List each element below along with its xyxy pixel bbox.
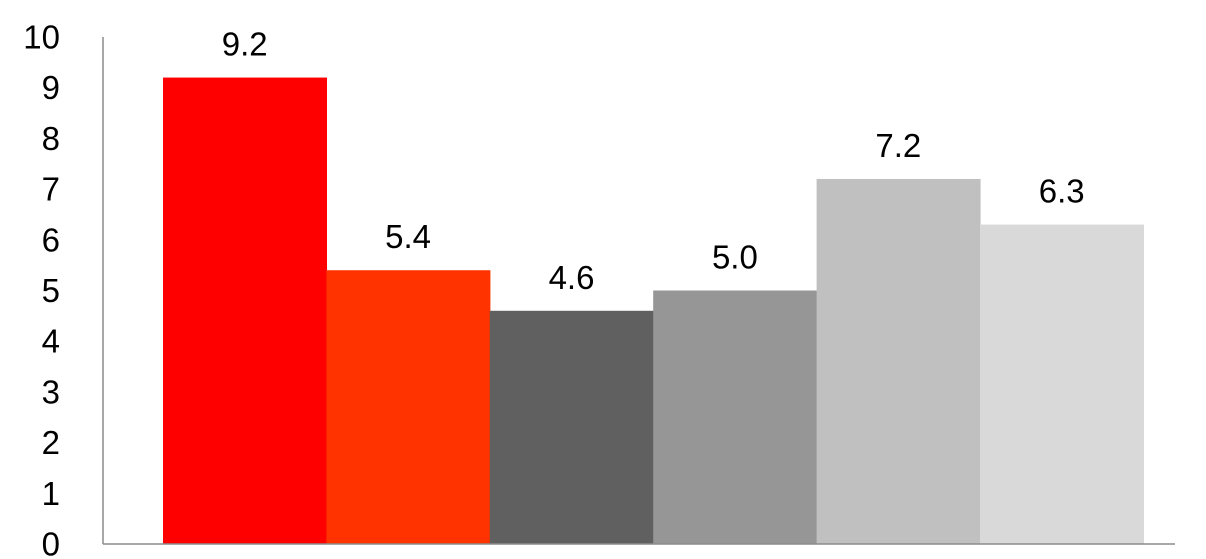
bar-series [163,77,1144,544]
bar [163,77,327,544]
y-tick-label: 2 [42,424,60,461]
y-tick-label: 10 [23,19,60,56]
bar [816,178,981,544]
bar-value-label: 4.6 [549,259,595,296]
y-tick-label: 9 [42,69,60,106]
y-tick-label: 8 [42,120,60,157]
y-axis-tick-labels: 0 1 2 3 4 5 6 7 8 9 10 [23,19,60,559]
bar [653,290,818,544]
y-tick-label: 3 [42,373,60,410]
y-tick-label: 1 [42,475,60,512]
data-labels: 9.2 5.4 4.6 5.0 7.2 6.3 [222,26,1085,296]
bar [489,310,654,544]
bar-value-label: 6.3 [1039,173,1085,210]
y-tick-label: 6 [42,221,60,258]
bar-value-label: 7.2 [875,127,921,164]
bar-value-label: 9.2 [222,26,268,63]
bar [326,270,491,544]
y-tick-label: 4 [42,323,60,360]
bar [980,224,1144,544]
bar-value-label: 5.4 [385,218,431,255]
bar-value-label: 5.0 [712,239,758,276]
y-tick-label: 5 [42,272,60,309]
y-tick-label: 0 [42,526,60,559]
y-tick-label: 7 [42,171,60,208]
